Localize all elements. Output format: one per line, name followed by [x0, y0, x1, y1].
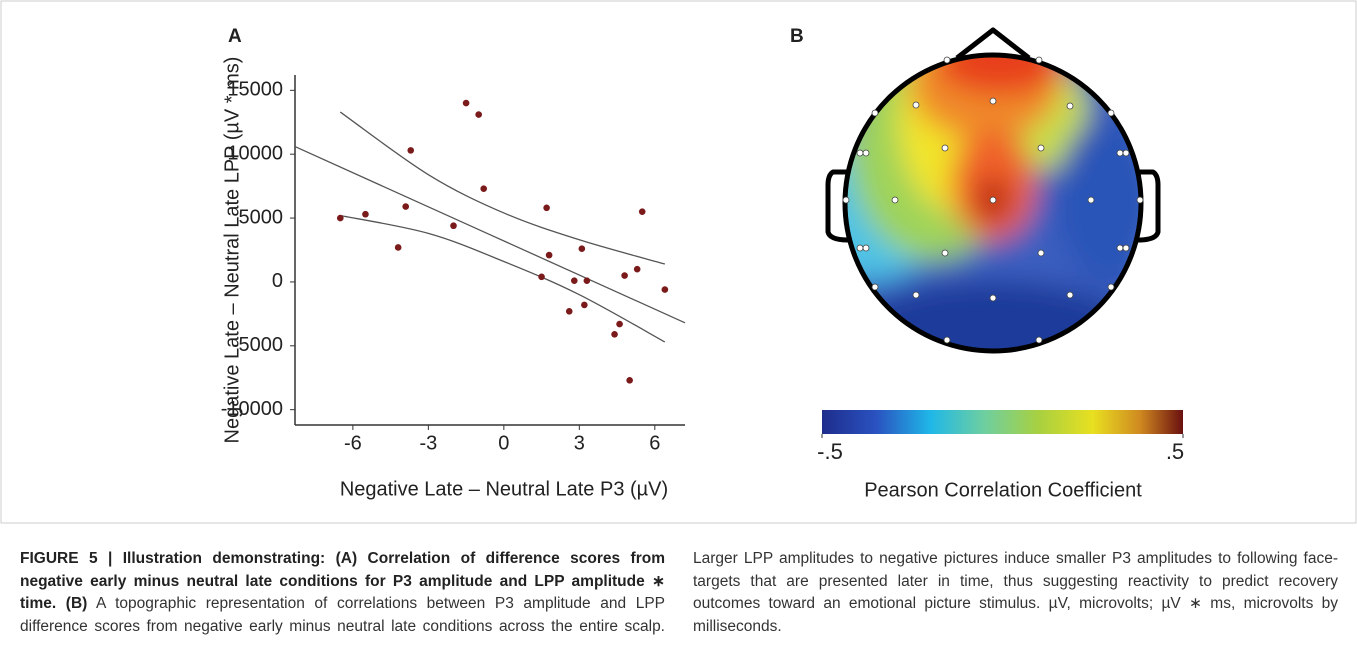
data-point	[450, 222, 457, 230]
electrode	[891, 196, 899, 204]
electrode	[1107, 283, 1115, 291]
topomap	[845, 55, 1141, 351]
colorbar-tick-label: -.5	[817, 439, 843, 464]
figure-frame	[0, 0, 1357, 524]
data-point	[362, 210, 369, 218]
data-point	[616, 320, 623, 328]
electrode	[1037, 249, 1045, 257]
fit-line	[294, 145, 686, 324]
data-point	[402, 203, 410, 210]
electrode	[941, 144, 949, 152]
y-tick-label: -5000	[232, 334, 283, 356]
electrode	[1136, 196, 1144, 204]
data-point	[578, 245, 586, 253]
data-point	[407, 147, 415, 154]
data-point	[336, 214, 344, 222]
data-point	[538, 273, 545, 281]
data-point	[545, 251, 553, 259]
data-point	[661, 286, 669, 293]
electrode	[1122, 244, 1130, 252]
electrode	[1035, 56, 1043, 64]
electrode	[1116, 244, 1124, 252]
data-point	[462, 99, 470, 107]
panel-label: B	[790, 26, 804, 47]
electrode	[912, 101, 920, 109]
electrode	[1116, 149, 1124, 157]
data-point	[565, 308, 573, 315]
electrode	[871, 109, 879, 117]
electrode	[1037, 144, 1045, 152]
data-point	[570, 277, 578, 284]
caption-bold: FIGURE 5 | Illustration demonstrating: (…	[20, 550, 665, 612]
ci-lower-line	[340, 214, 666, 343]
x-tick-label: -6	[344, 432, 362, 454]
x-axis-title: Negative Late – Neutral Late P3 (µV)	[340, 478, 668, 500]
data-point	[394, 244, 402, 251]
electrode	[1107, 109, 1115, 117]
electrode	[989, 294, 997, 302]
data-point	[633, 265, 641, 273]
electrode	[941, 249, 949, 257]
y-tick-label: 10000	[227, 142, 283, 164]
electrode	[943, 336, 951, 344]
x-tick-label: 3	[574, 432, 585, 454]
electrode	[871, 283, 879, 291]
electrode	[1066, 102, 1074, 110]
colorbar-title: Pearson Correlation Coefficient	[864, 479, 1142, 501]
data-point	[621, 272, 628, 279]
electrode	[842, 196, 850, 204]
data-point	[626, 376, 633, 384]
caption: FIGURE 5 | Illustration demonstrating: (…	[20, 548, 1338, 638]
y-tick-label: 0	[272, 270, 283, 292]
panel-label: A	[228, 26, 242, 47]
electrode	[1066, 291, 1074, 299]
caption-text: A topographic representation of correlat…	[20, 550, 1338, 635]
electrode	[862, 244, 870, 252]
data-point	[480, 185, 488, 192]
electrode	[989, 97, 997, 105]
electrode	[856, 244, 864, 252]
ci-upper-line	[339, 111, 666, 265]
colorbar	[822, 410, 1183, 434]
electrode	[943, 56, 951, 64]
x-tick-label: 0	[498, 432, 509, 454]
electrode	[1035, 336, 1043, 344]
data-point	[638, 208, 646, 215]
y-tick-label: -10000	[221, 398, 283, 420]
electrode	[1087, 196, 1095, 204]
x-tick-label: 6	[649, 432, 660, 454]
data-point	[583, 277, 591, 284]
electrode	[912, 291, 920, 299]
data-point	[581, 301, 588, 309]
electrodes	[842, 56, 1144, 344]
y-axis-title: Negative Late – Neutral Late LPP (µV * m…	[221, 57, 243, 444]
electrode	[989, 196, 997, 204]
figure: A B Negative Late – Neutral Late P3 (µV)…	[0, 0, 1357, 524]
x-tick-label: -3	[419, 432, 437, 454]
colorbar-tick-label: .5	[1166, 439, 1184, 464]
electrode	[862, 149, 870, 157]
y-tick-label: 5000	[239, 206, 284, 228]
data-point	[475, 111, 482, 118]
data-point	[543, 204, 550, 212]
electrode	[856, 149, 864, 157]
y-tick-label: 15000	[227, 79, 283, 101]
electrode	[1122, 149, 1130, 157]
data-point	[611, 331, 618, 338]
